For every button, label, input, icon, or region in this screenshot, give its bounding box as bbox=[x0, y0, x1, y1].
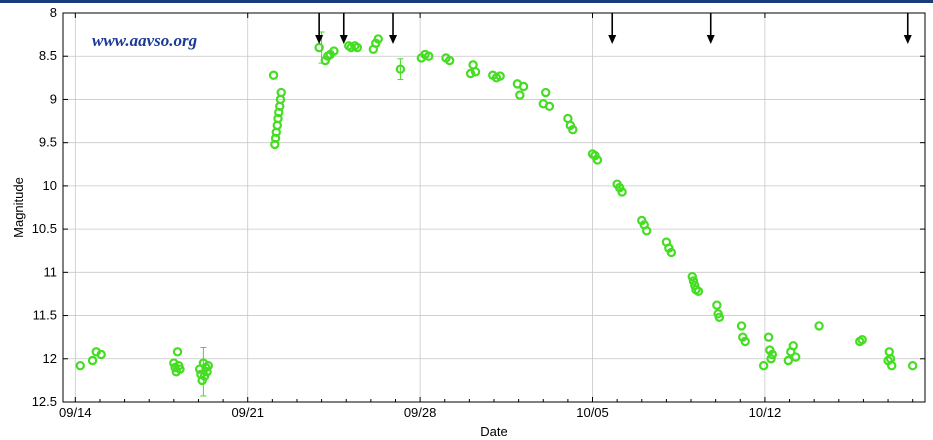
data-point bbox=[175, 364, 185, 374]
data-point bbox=[767, 349, 778, 360]
y-tick-label: 8 bbox=[50, 5, 57, 20]
data-point bbox=[857, 335, 867, 345]
x-tick-label: 10/05 bbox=[576, 405, 609, 420]
data-point bbox=[495, 71, 505, 81]
data-point bbox=[907, 360, 918, 371]
data-point bbox=[424, 51, 434, 61]
y-tick-label: 10 bbox=[43, 178, 57, 193]
data-point bbox=[541, 87, 551, 98]
data-point bbox=[712, 300, 722, 310]
data-point bbox=[470, 67, 481, 77]
data-point bbox=[766, 354, 776, 364]
data-point bbox=[465, 68, 476, 79]
y-tick-label: 8.5 bbox=[39, 48, 57, 63]
data-point bbox=[544, 101, 555, 112]
top-rule bbox=[0, 0, 933, 3]
y-tick-label: 9 bbox=[50, 91, 57, 106]
x-tick-label: 09/14 bbox=[59, 405, 92, 420]
data-point bbox=[693, 286, 704, 297]
upper-limit-arrowhead bbox=[389, 35, 398, 44]
data-point bbox=[814, 321, 824, 331]
upper-limit-arrowhead bbox=[903, 35, 912, 44]
data-point bbox=[515, 90, 525, 100]
data-point bbox=[373, 34, 383, 44]
data-point bbox=[666, 247, 677, 258]
data-point bbox=[352, 42, 363, 53]
data-point bbox=[268, 70, 279, 80]
data-point bbox=[568, 124, 578, 135]
y-tick-label: 12 bbox=[43, 351, 57, 366]
y-tick-label: 11 bbox=[44, 264, 58, 279]
data-point bbox=[395, 64, 406, 74]
data-point bbox=[758, 360, 769, 371]
y-tick-label: 10.5 bbox=[32, 221, 57, 236]
aavso-watermark[interactable]: www.aavso.org bbox=[92, 31, 198, 50]
data-point bbox=[314, 42, 324, 53]
y-tick-label: 12.5 bbox=[32, 394, 57, 409]
x-tick-label: 09/21 bbox=[231, 405, 264, 420]
data-point bbox=[329, 46, 339, 56]
data-point bbox=[276, 87, 286, 98]
data-point bbox=[714, 312, 725, 322]
data-point bbox=[444, 55, 455, 66]
data-point bbox=[791, 352, 801, 362]
data-point bbox=[688, 276, 699, 286]
upper-limit-arrowhead bbox=[315, 35, 324, 44]
data-point bbox=[740, 336, 750, 347]
data-point bbox=[518, 81, 529, 92]
data-point bbox=[788, 341, 798, 351]
data-point bbox=[172, 347, 183, 357]
data-point bbox=[763, 332, 774, 342]
data-point bbox=[687, 271, 697, 282]
x-tick-label: 10/12 bbox=[749, 405, 782, 420]
upper-limit-arrowhead bbox=[706, 35, 715, 44]
data-point bbox=[96, 349, 106, 360]
x-tick-label: 09/28 bbox=[404, 405, 437, 420]
y-tick-label: 9.5 bbox=[39, 135, 57, 150]
data-point bbox=[783, 355, 794, 366]
data-point bbox=[641, 226, 652, 236]
data-point bbox=[87, 355, 98, 366]
upper-limit-arrowhead bbox=[339, 35, 348, 44]
y-tick-label: 11.5 bbox=[33, 308, 57, 323]
data-point bbox=[617, 187, 627, 197]
data-point bbox=[203, 360, 214, 371]
upper-limit-arrowhead bbox=[608, 35, 617, 44]
data-point bbox=[736, 321, 747, 331]
data-point bbox=[75, 360, 85, 371]
x-axis-label: Date bbox=[480, 424, 507, 439]
y-axis-label: Magnitude bbox=[11, 177, 26, 238]
data-point bbox=[887, 360, 897, 371]
data-point bbox=[592, 155, 603, 165]
